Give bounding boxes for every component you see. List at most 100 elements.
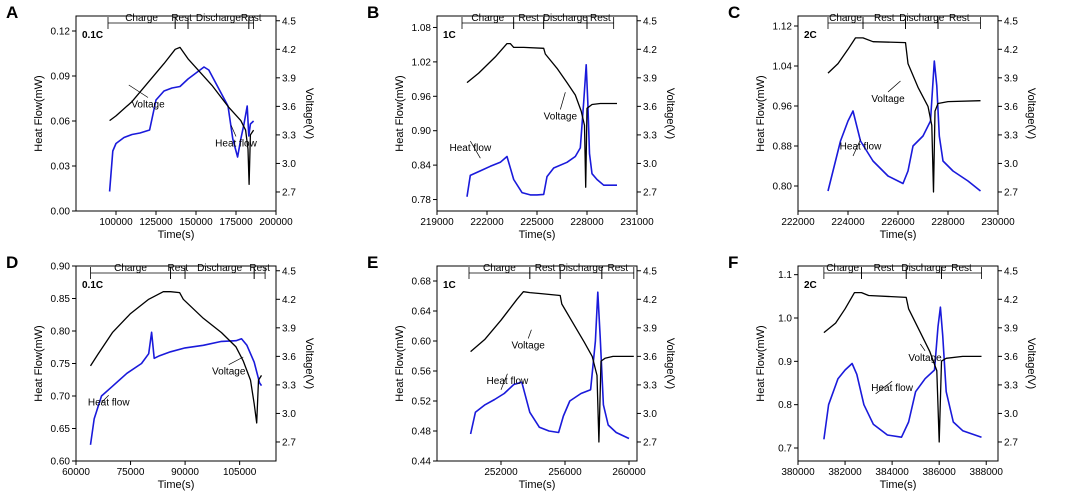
y2-tick-label: 3.0 xyxy=(282,409,296,420)
y2-tick-label: 3.9 xyxy=(643,73,657,84)
rate-label: 0.1C xyxy=(82,280,103,291)
y-tick-label: 1.1 xyxy=(778,270,792,281)
x-tick-label: 386000 xyxy=(922,467,956,478)
annotation-leader xyxy=(128,84,149,98)
panel-c-chart: C 2C 222000 224000 226000 228000 230000 0.80 0.8… xyxy=(728,3,1037,241)
y2-tick-label: 2.7 xyxy=(282,187,296,198)
y-tick-label: 0.12 xyxy=(51,27,71,38)
y2-tick-label: 2.7 xyxy=(1004,187,1018,198)
x-tick-label: 75000 xyxy=(117,467,145,478)
annotation-leader xyxy=(875,380,893,395)
y2-tick-label: 3.6 xyxy=(282,102,296,113)
annotation-leader xyxy=(852,139,861,157)
rate-label: 2C xyxy=(804,280,817,291)
x-tick-label: 219000 xyxy=(420,217,454,228)
panel-letter: A xyxy=(6,3,18,22)
heat-flow-line xyxy=(827,60,981,192)
x-axis-title: Time(s) xyxy=(519,479,556,491)
x-tick-label: 384000 xyxy=(875,467,909,478)
y-tick-label: 0.70 xyxy=(51,392,71,403)
phase-label: Rest xyxy=(949,13,970,24)
phase-label: Charge xyxy=(125,13,158,24)
x-axis-title: Time(s) xyxy=(880,229,917,241)
plot-frame xyxy=(436,265,638,462)
annotation-label: Heat flow xyxy=(871,383,913,394)
x-tick-label: 100000 xyxy=(99,217,133,228)
x-tick-label: 226000 xyxy=(881,217,915,228)
y2-tick-label: 4.5 xyxy=(643,16,657,27)
panel-letter: F xyxy=(728,253,738,272)
y-axis-title: Heat Flow(mW) xyxy=(33,325,45,401)
phase-label: Rest xyxy=(168,263,189,274)
x-tick-label: 388000 xyxy=(970,467,1004,478)
y-axis-title: Heat Flow(mW) xyxy=(394,325,406,401)
phase-label: Discharge xyxy=(543,13,588,24)
y2-tick-label: 3.9 xyxy=(643,323,657,334)
plot-frame xyxy=(75,15,277,212)
y2-tick-label: 3.0 xyxy=(1004,409,1018,420)
y-tick-label: 0.00 xyxy=(51,207,71,218)
annotation-leader xyxy=(470,140,481,159)
y2-tick-label: 4.5 xyxy=(1004,266,1018,277)
x-axis-title: Time(s) xyxy=(880,479,917,491)
y2-tick-label: 3.3 xyxy=(1004,130,1018,141)
y-tick-label: 0.90 xyxy=(412,126,432,137)
x-tick-label: 380000 xyxy=(781,467,815,478)
y-tick-label: 1.0 xyxy=(778,314,792,325)
heat-flow-line xyxy=(823,306,982,440)
y-axis-title: Heat Flow(mW) xyxy=(755,325,767,401)
y-tick-label: 0.52 xyxy=(412,397,432,408)
y2-tick-label: 4.5 xyxy=(282,266,296,277)
y2-tick-label: 3.6 xyxy=(643,102,657,113)
x-tick-label: 150000 xyxy=(179,217,213,228)
y-axis-title: Heat Flow(mW) xyxy=(755,75,767,151)
phase-label: Charge xyxy=(483,263,516,274)
y-tick-label: 0.56 xyxy=(412,367,432,378)
voltage-line xyxy=(89,291,263,424)
y-tick-label: 0.78 xyxy=(412,195,432,206)
x-tick-label: 228000 xyxy=(931,217,965,228)
y-tick-label: 0.8 xyxy=(778,400,792,411)
voltage-line xyxy=(827,37,981,193)
panel-f-chart: F 2C 380000 382000 384000 386000 388000 0.7 0.8 0… xyxy=(728,253,1037,491)
panel-letter: B xyxy=(367,3,379,22)
x-tick-label: 225000 xyxy=(520,217,554,228)
y2-tick-label: 3.9 xyxy=(282,73,296,84)
y2-tick-label: 4.5 xyxy=(1004,16,1018,27)
annotation-label: Voltage xyxy=(131,100,165,111)
y2-tick-label: 3.9 xyxy=(282,323,296,334)
y-tick-label: 0.03 xyxy=(51,162,71,173)
annotation-leader xyxy=(527,329,532,339)
phase-label: Rest xyxy=(590,13,611,24)
x-axis-title: Time(s) xyxy=(158,229,195,241)
phase-label: Rest xyxy=(518,13,539,24)
annotation-label: Heat flow xyxy=(449,143,491,154)
annotation-label: Voltage xyxy=(871,94,905,105)
y-tick-label: 0.9 xyxy=(778,357,792,368)
annotation-label: Voltage xyxy=(512,341,546,352)
phase-label: Charge xyxy=(114,263,147,274)
y2-tick-label: 3.3 xyxy=(282,130,296,141)
y2-tick-label: 3.3 xyxy=(643,130,657,141)
y2-tick-label: 3.9 xyxy=(1004,323,1018,334)
y-tick-label: 0.96 xyxy=(412,92,432,103)
y-tick-label: 0.84 xyxy=(412,161,432,172)
panel-letter: C xyxy=(728,3,740,22)
y-tick-label: 0.80 xyxy=(773,182,793,193)
phase-label: Discharge xyxy=(558,263,603,274)
y2-axis-title: Voltage(V) xyxy=(664,338,676,389)
y2-tick-label: 3.3 xyxy=(643,380,657,391)
y2-tick-label: 3.6 xyxy=(643,352,657,363)
y-tick-label: 0.65 xyxy=(51,424,71,435)
x-axis-title: Time(s) xyxy=(519,229,556,241)
y-tick-label: 0.80 xyxy=(51,327,71,338)
y2-tick-label: 3.3 xyxy=(282,380,296,391)
y2-tick-label: 3.0 xyxy=(1004,159,1018,170)
y2-axis-title: Voltage(V) xyxy=(1025,338,1037,389)
y2-tick-label: 4.2 xyxy=(282,295,296,306)
plot-frame xyxy=(75,265,277,462)
x-tick-label: 231000 xyxy=(620,217,654,228)
y-tick-label: 0.60 xyxy=(51,457,71,468)
annotation-label: Voltage xyxy=(544,112,578,123)
